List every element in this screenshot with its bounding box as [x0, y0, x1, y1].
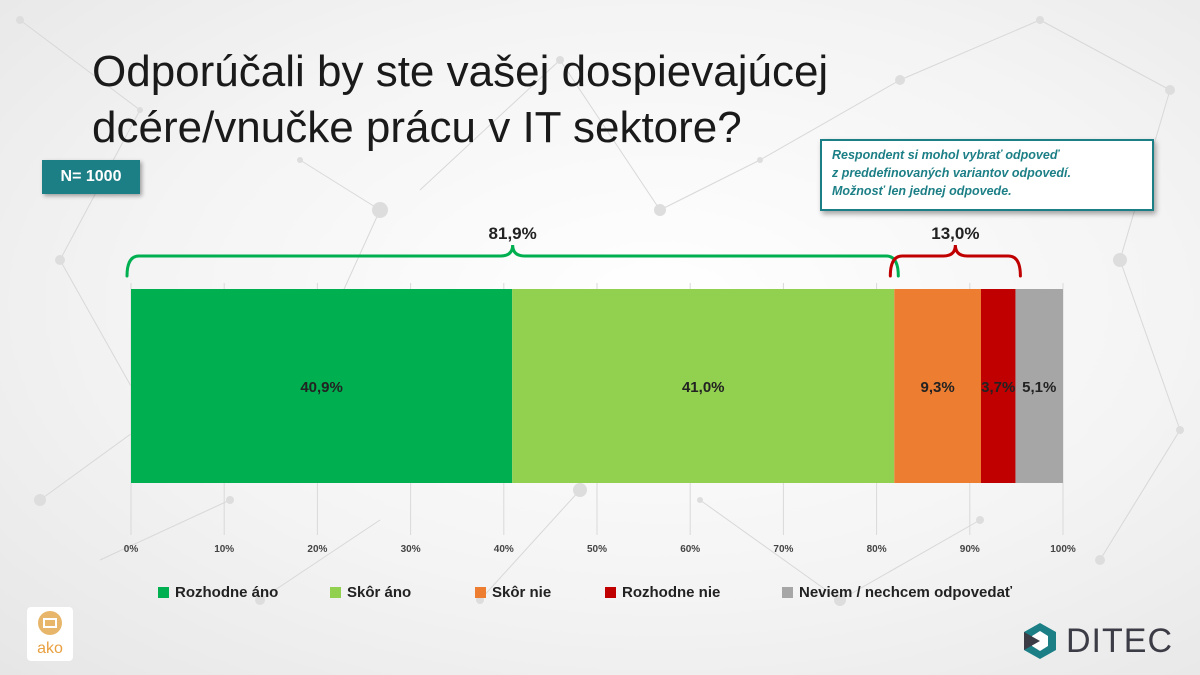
- x-tick-label: 50%: [587, 544, 607, 555]
- x-tick-label: 10%: [214, 544, 234, 555]
- legend-item: Skôr nie: [475, 584, 551, 601]
- summary-bracket: [888, 244, 1022, 278]
- title-line-1: Odporúčali by ste vašej dospievajúcej: [92, 47, 829, 96]
- legend-label: Neviem / nechcem odpovedať: [799, 584, 1013, 601]
- bar-segment: [512, 289, 895, 483]
- bar-segment: [894, 289, 981, 483]
- sample-size-badge: N= 1000: [42, 160, 140, 194]
- x-tick-label: 80%: [867, 544, 887, 555]
- summary-bracket: [125, 244, 900, 278]
- respondent-note: Respondent si mohol vybrať odpoveď z pre…: [820, 139, 1154, 211]
- ako-logo-text: ako: [37, 640, 63, 657]
- bar-value-label: 41,0%: [682, 379, 725, 396]
- legend-label: Skôr nie: [492, 584, 552, 601]
- legend-swatch: [475, 587, 486, 598]
- bar-segment: [131, 289, 513, 483]
- page-title: Odporúčali by ste vašej dospievajúcej dc…: [92, 44, 852, 156]
- legend-swatch: [605, 587, 616, 598]
- x-tick-label: 20%: [307, 544, 327, 555]
- note-line-2: z preddefinovaných variantov odpovedí.: [832, 166, 1071, 180]
- x-tick-label: 100%: [1050, 544, 1076, 555]
- ditec-mark-icon: [1024, 623, 1056, 659]
- note-line-1: Respondent si mohol vybrať odpoveď: [832, 148, 1060, 162]
- x-tick-label: 60%: [680, 544, 700, 555]
- bar-value-label: 5,1%: [1022, 379, 1056, 396]
- legend-swatch: [158, 587, 169, 598]
- ditec-logo: DITEC: [1020, 618, 1180, 664]
- x-tick-label: 40%: [494, 544, 514, 555]
- bar-value-label: 3,7%: [981, 379, 1015, 396]
- x-tick-label: 0%: [124, 544, 139, 555]
- bar-segment: [1015, 289, 1063, 483]
- bracket-label: 81,9%: [489, 224, 537, 243]
- legend-item: Rozhodne áno: [158, 584, 278, 601]
- x-tick-label: 30%: [401, 544, 421, 555]
- legend-swatch: [330, 587, 341, 598]
- legend-label: Rozhodne nie: [622, 584, 721, 601]
- legend-item: Neviem / nechcem odpovedať: [782, 584, 1012, 601]
- x-tick-label: 70%: [773, 544, 793, 555]
- legend-label: Skôr áno: [347, 584, 412, 601]
- bar-value-label: 9,3%: [921, 379, 955, 396]
- x-tick-label: 90%: [960, 544, 980, 555]
- legend-label: Rozhodne áno: [175, 584, 279, 601]
- note-line-3: Možnosť len jednej odpovede.: [832, 184, 1012, 198]
- bar-segment: [980, 289, 1016, 483]
- title-line-2: dcére/vnučke prácu v IT sektore?: [92, 103, 742, 152]
- legend-item: Rozhodne nie: [605, 584, 720, 601]
- bracket-label: 13,0%: [931, 224, 979, 243]
- bar-value-label: 40,9%: [300, 379, 343, 396]
- legend-item: Skôr áno: [330, 584, 411, 601]
- ako-logo: ako: [27, 607, 73, 661]
- legend-swatch: [782, 587, 793, 598]
- ditec-logo-text: DITEC: [1066, 621, 1173, 660]
